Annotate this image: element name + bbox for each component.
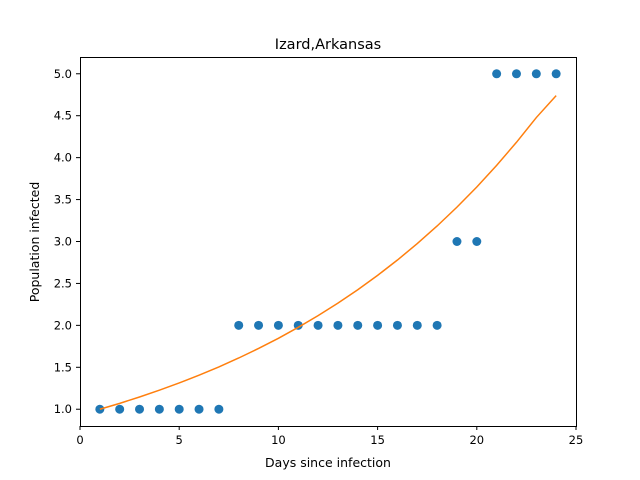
y-axis: 1.0 1.5 2.0 2.5 3.0 3.5 4.0 4.5 5.0 — [54, 67, 80, 416]
y-tick-label: 1.0 — [54, 402, 72, 416]
data-point — [472, 237, 482, 246]
fit-curve-line — [99, 95, 557, 410]
data-point — [234, 320, 244, 330]
y-tick-label: 3.5 — [54, 193, 72, 207]
data-point — [254, 320, 264, 330]
chart-title: Izard,Arkansas — [275, 37, 381, 53]
data-point — [273, 320, 283, 330]
x-tick-label: 25 — [569, 433, 584, 447]
axes-frame — [80, 57, 577, 427]
y-tick-label: 1.5 — [54, 360, 72, 374]
data-point — [174, 404, 184, 414]
x-tick-label: 0 — [76, 433, 83, 447]
y-tick-label: 4.5 — [54, 109, 72, 123]
data-point — [511, 69, 521, 79]
data-point — [392, 320, 402, 330]
y-tick-label: 5.0 — [54, 67, 72, 81]
data-point — [214, 404, 224, 414]
x-axis: 0 5 10 15 20 25 — [76, 426, 583, 447]
data-point — [432, 320, 442, 330]
data-point — [551, 69, 561, 79]
y-tick-label: 4.0 — [54, 151, 72, 165]
data-point — [313, 320, 323, 330]
data-point — [492, 69, 502, 79]
data-point — [353, 320, 363, 330]
y-axis-label: Population infected — [27, 182, 42, 303]
data-point — [531, 69, 541, 79]
x-tick-label: 10 — [271, 433, 286, 447]
data-point — [412, 320, 422, 330]
data-point — [373, 320, 383, 330]
data-point — [115, 404, 125, 414]
plot-area — [95, 69, 561, 414]
data-point — [194, 404, 204, 414]
x-tick-label: 20 — [469, 433, 484, 447]
data-point — [135, 404, 145, 414]
x-axis-label: Days since infection — [265, 455, 391, 470]
x-tick-label: 15 — [370, 433, 385, 447]
x-tick-label: 5 — [176, 433, 183, 447]
y-tick-label: 2.0 — [54, 318, 72, 332]
y-tick-label: 2.5 — [54, 276, 72, 290]
data-point — [154, 404, 164, 414]
data-point — [293, 320, 303, 330]
data-point — [452, 237, 462, 246]
data-point — [333, 320, 343, 330]
y-tick-label: 3.0 — [54, 235, 72, 249]
